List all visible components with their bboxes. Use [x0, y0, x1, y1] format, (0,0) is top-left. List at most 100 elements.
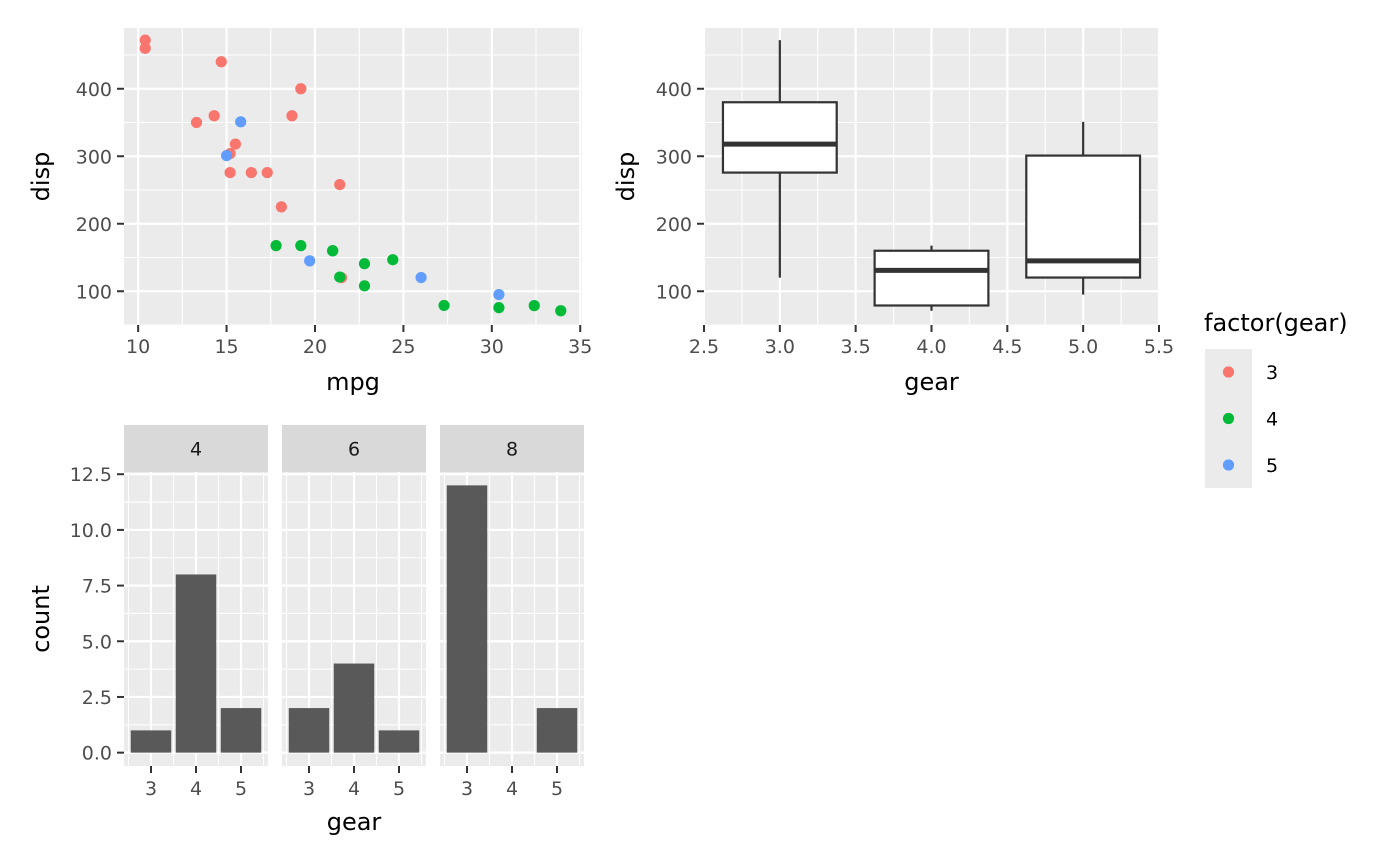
box-x-tick-label: 4.5	[992, 336, 1022, 358]
scatter-y-tick-label: 100	[76, 281, 112, 303]
box-iqr-gear-3	[721, 101, 838, 174]
facet-strip-label-8: 8	[506, 439, 518, 461]
bar-facet-8-gear-3	[446, 485, 488, 753]
bar-facet-6-gear-4	[333, 663, 375, 753]
facet-x-tick-label: 3	[461, 778, 473, 800]
scatter-point-gear-3	[286, 110, 298, 122]
scatter-point-gear-5	[235, 116, 247, 128]
scatter-point-gear-5	[304, 255, 316, 267]
scatter-point-gear-4	[295, 240, 307, 252]
facet-strip-label-4: 4	[190, 439, 202, 461]
scatter-x-tick-label: 25	[391, 336, 415, 358]
scatter-y-tick-label: 300	[76, 146, 112, 168]
box-x-tick-label: 5.0	[1068, 336, 1098, 358]
facet-y-tick-label: 10.0	[70, 520, 112, 542]
box-y-tick-label: 200	[656, 214, 692, 236]
box-x-tick-label: 3.0	[765, 336, 795, 358]
legend-label-gear-5: 5	[1266, 455, 1278, 477]
legend-key-gear-5	[1222, 459, 1235, 471]
scatter-point-gear-5	[220, 149, 233, 162]
bar-facet-8-gear-5	[536, 708, 578, 753]
legend-key-gear-3	[1222, 366, 1235, 378]
box-x-axis-title: gear	[904, 368, 959, 396]
bar-facet-6-gear-5	[378, 730, 420, 753]
scatter-point-gear-3	[139, 34, 151, 46]
scatter-x-tick-label: 10	[126, 336, 150, 358]
scatter-point-gear-3	[215, 56, 227, 68]
box-iqr-gear-5	[1025, 154, 1142, 279]
legend-label-gear-4: 4	[1266, 409, 1278, 431]
scatter-point-gear-4	[528, 300, 540, 312]
facet-x-tick-label: 3	[303, 778, 315, 800]
scatter-point-gear-5	[415, 271, 427, 284]
scatter-x-tick-label: 30	[480, 336, 504, 358]
scatter-point-gear-3	[295, 83, 307, 95]
facet-x-tick-label: 4	[348, 778, 360, 800]
legend-title: factor(gear)	[1204, 309, 1348, 337]
facet-x-tick-label: 4	[190, 778, 202, 800]
legend-label-gear-3: 3	[1266, 362, 1278, 384]
scatter-point-gear-3	[334, 179, 346, 191]
scatter-plot: 10 15 20 25 30 35 100 200 300 400 mpg disp	[27, 28, 592, 396]
facet-strip-6	[282, 425, 426, 472]
scatter-y-tick-label: 200	[76, 214, 112, 236]
box-y-tick-label: 400	[656, 79, 692, 101]
box-y-axis-title: disp	[612, 152, 640, 202]
bar-facet-4-gear-4	[175, 574, 217, 753]
box-x-tick-label: 4.0	[916, 336, 946, 358]
box-x-tick-label: 3.5	[841, 336, 871, 358]
scatter-point-gear-4	[358, 258, 371, 270]
facet-y-tick-label: 2.5	[82, 687, 112, 709]
scatter-y-tick-label: 400	[76, 79, 112, 101]
scatter-panel	[124, 28, 582, 325]
facet-y-axis-title: count	[27, 585, 55, 653]
scatter-point-gear-4	[438, 299, 450, 312]
facet-y-tick-label: 5.0	[82, 631, 112, 653]
scatter-x-tick-label: 35	[568, 336, 592, 358]
scatter-point-gear-4	[493, 302, 505, 314]
scatter-y-axis-title: disp	[27, 152, 55, 202]
facet-y-tick-label: 0.0	[82, 743, 112, 765]
legend-key-gear-4	[1222, 412, 1235, 425]
scatter-point-gear-3	[229, 138, 242, 150]
facet-x-tick-label: 3	[145, 778, 157, 800]
bar-facet-4-gear-5	[220, 708, 262, 753]
facet-strip-8	[440, 425, 584, 472]
facet-x-axis-title: gear	[327, 808, 382, 836]
scatter-point-gear-4	[270, 240, 282, 252]
scatter-point-gear-3	[190, 116, 203, 129]
box-plot: 2.5 3.0 3.5 4.0 4.5 5.0 5.5 100 200 300 400 gear dis…	[612, 28, 1174, 396]
facet-strip-label-6: 6	[348, 439, 360, 461]
scatter-x-axis-title: mpg	[326, 368, 380, 396]
legend: factor(gear) 3 4 5	[1204, 309, 1348, 488]
scatter-point-gear-4	[327, 245, 339, 257]
facet-strip-4	[124, 425, 268, 472]
scatter-point-gear-3	[224, 166, 236, 179]
facet-x-tick-label: 5	[393, 778, 405, 800]
scatter-point-gear-3	[139, 42, 151, 54]
scatter-x-tick-label: 20	[303, 336, 327, 358]
facet-x-tick-label: 5	[551, 778, 563, 800]
facet-x-tick-label: 4	[506, 778, 518, 800]
scatter-point-gear-4	[334, 271, 346, 283]
scatter-point-gear-3	[275, 201, 287, 213]
box-x-tick-label: 2.5	[689, 336, 719, 358]
bar-facet-4-gear-3	[130, 730, 172, 753]
facet-bar-plot: 4 3 4 5 6 3 4 5 8 3 4 5 0.0 2.5 5.0 7.5 10.0 12.5 gear coun…	[27, 425, 584, 836]
facet-y-tick-label: 12.5	[70, 464, 112, 486]
box-x-tick-label: 5.5	[1144, 336, 1174, 358]
facet-y-tick-label: 7.5	[82, 576, 112, 598]
scatter-point-gear-4	[387, 254, 399, 266]
scatter-point-gear-5	[493, 288, 505, 301]
scatter-x-tick-label: 15	[214, 336, 238, 358]
scatter-point-gear-3	[261, 166, 273, 179]
box-iqr-gear-4	[873, 249, 990, 307]
box-y-tick-label: 100	[656, 281, 692, 303]
scatter-point-gear-4	[358, 280, 371, 292]
bar-facet-6-gear-3	[288, 708, 330, 753]
scatter-point-gear-4	[555, 305, 567, 317]
box-y-tick-label: 300	[656, 146, 692, 168]
scatter-point-gear-3	[208, 110, 220, 122]
facet-x-tick-label: 5	[235, 778, 247, 800]
